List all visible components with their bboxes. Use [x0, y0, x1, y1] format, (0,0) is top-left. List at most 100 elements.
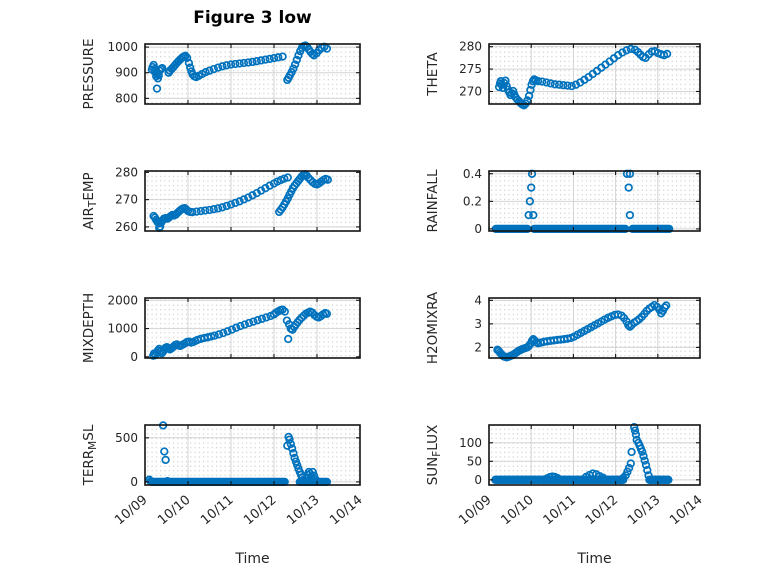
data-point	[239, 58, 249, 68]
subplot-H2OMIXRA: 2 3 4 H2OMIXRA	[425, 291, 701, 364]
data-point	[269, 53, 279, 63]
data-point	[546, 79, 555, 88]
ylabel-TERR_MSL: TERRMSL	[81, 424, 99, 486]
data-point	[280, 307, 289, 316]
xtick-label: 10/14	[327, 493, 365, 529]
data-point	[244, 318, 254, 328]
data-point	[240, 320, 249, 329]
axes-box	[144, 43, 361, 105]
data-point	[261, 55, 270, 64]
ytick-label: 0	[130, 475, 138, 489]
data-point	[213, 63, 223, 72]
ytick-label: 800	[115, 91, 138, 105]
data-point	[239, 195, 249, 204]
ytick-label: 4	[474, 293, 482, 307]
data-point	[567, 81, 576, 91]
data-point	[284, 334, 293, 344]
axes-box	[488, 297, 701, 359]
data-point	[322, 44, 332, 53]
data-point	[235, 197, 244, 206]
xtick-label: 10/11	[198, 493, 236, 529]
data-point	[161, 455, 170, 465]
subplot-TERR_MSL: 0 500 10/09 10/10 10/11 10/12 10/13 10/14 TERRMS…	[81, 421, 366, 529]
ytick-label: 280	[115, 165, 138, 179]
data-point	[232, 323, 241, 332]
data-point	[248, 57, 257, 67]
data-point	[226, 200, 236, 209]
data-point	[571, 80, 581, 89]
data-point	[253, 316, 262, 325]
ytick-label: 0.4	[463, 167, 482, 181]
data-point	[231, 59, 240, 69]
ytick-label: 260	[115, 220, 138, 234]
xtick-label: 10/13	[625, 493, 663, 529]
series-H2OMIXRA	[493, 300, 671, 362]
data-point	[554, 80, 564, 89]
data-point	[559, 81, 568, 90]
ylabel-MIXDEPTH: MIXDEPTH	[81, 293, 97, 363]
data-point	[625, 210, 635, 220]
data-point	[641, 460, 651, 470]
data-point	[285, 435, 294, 444]
data-point	[210, 331, 219, 340]
xlabel-time-left: Time	[235, 551, 270, 567]
ytick-label: 3	[474, 317, 482, 331]
data-point	[186, 63, 195, 72]
series-PRESSURE	[147, 41, 332, 93]
axes-box	[144, 424, 361, 486]
ytick-label: 270	[115, 193, 138, 207]
subplot-AIR_TEMP: 260 270 280 AIRTEMP	[81, 165, 361, 234]
data-point	[256, 56, 266, 65]
data-point	[188, 208, 197, 217]
figure-title: Figure 3 low	[193, 8, 312, 28]
data-point	[236, 321, 245, 331]
data-point	[524, 210, 533, 220]
data-point	[322, 309, 332, 318]
xtick-label: 10/13	[284, 493, 322, 529]
data-point	[196, 206, 206, 216]
data-point	[209, 205, 218, 214]
xtick-label: 10/10	[155, 493, 193, 529]
data-point	[286, 439, 295, 449]
data-point	[626, 44, 635, 54]
series-RAINFALL	[491, 169, 674, 234]
data-point	[278, 305, 287, 314]
data-point	[638, 447, 647, 456]
ylabel-SUN_FLUX: SUNFLUX	[425, 425, 443, 486]
data-point	[231, 198, 240, 208]
xtick-label: 10/09	[456, 493, 494, 529]
data-point	[525, 197, 535, 206]
data-point	[323, 175, 332, 184]
xtick-label: 10/11	[541, 493, 579, 529]
data-point	[538, 77, 547, 86]
data-point	[563, 81, 572, 90]
ytick-label: 2	[474, 340, 482, 354]
ylabel-THETA: THETA	[425, 52, 441, 97]
data-point	[226, 60, 236, 69]
data-point	[289, 449, 298, 458]
series-SUN_FLUX	[491, 423, 673, 484]
data-point	[201, 68, 210, 77]
series-AIR_TEMP	[149, 170, 332, 233]
axes-box	[488, 424, 701, 486]
data-point	[207, 332, 216, 341]
data-point	[631, 430, 641, 439]
data-point	[265, 54, 274, 64]
data-point	[542, 78, 551, 87]
axes-box	[144, 170, 361, 232]
ytick-label: 2000	[107, 293, 138, 307]
data-point	[290, 60, 300, 69]
data-point	[526, 85, 535, 95]
data-point	[209, 64, 218, 74]
data-point	[160, 447, 169, 456]
data-point	[550, 80, 559, 89]
data-point	[624, 183, 633, 192]
data-point	[662, 49, 672, 59]
xtick-label: 10/12	[241, 493, 279, 529]
ytick-label: 100	[459, 436, 482, 450]
xtick-label: 10/09	[112, 493, 150, 529]
data-point	[235, 59, 244, 68]
data-point	[248, 191, 257, 200]
data-point	[619, 475, 628, 484]
